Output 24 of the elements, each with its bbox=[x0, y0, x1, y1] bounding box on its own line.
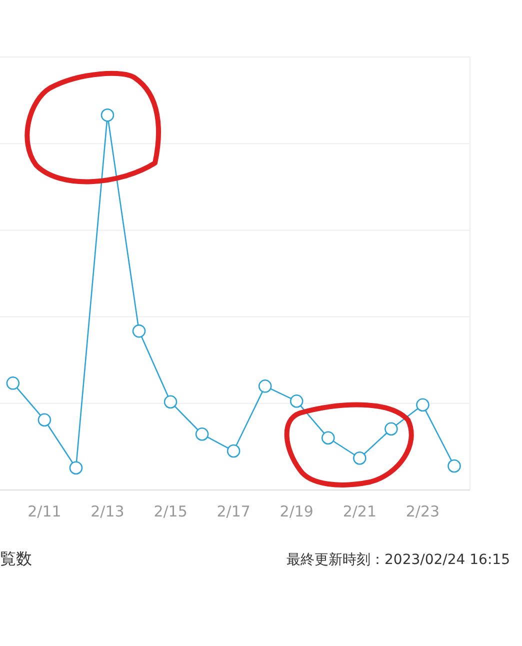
x-tick-label: 2/21 bbox=[342, 502, 377, 521]
x-tick-label: 2/17 bbox=[216, 502, 250, 521]
point bbox=[38, 413, 52, 427]
x-tick-label: 2/23 bbox=[406, 502, 440, 521]
x-tick-label: 2/19 bbox=[280, 502, 314, 521]
point bbox=[132, 324, 146, 338]
point bbox=[6, 376, 20, 390]
point bbox=[290, 394, 304, 408]
point bbox=[384, 422, 398, 436]
point bbox=[100, 108, 114, 122]
point bbox=[195, 427, 209, 441]
point bbox=[416, 398, 430, 412]
point bbox=[226, 444, 240, 458]
point bbox=[448, 459, 461, 473]
x-tick-label: 2/11 bbox=[28, 502, 62, 521]
text: 最終更新時刻：2023/02/24 16:15 bbox=[286, 551, 510, 569]
x-tick-label: 2/15 bbox=[154, 502, 188, 521]
point bbox=[164, 395, 178, 409]
point bbox=[69, 461, 83, 475]
point bbox=[258, 380, 272, 393]
x-tick-label: 2/13 bbox=[90, 502, 124, 521]
text: 覧数 bbox=[0, 549, 32, 570]
point bbox=[353, 451, 366, 465]
point bbox=[322, 431, 335, 445]
